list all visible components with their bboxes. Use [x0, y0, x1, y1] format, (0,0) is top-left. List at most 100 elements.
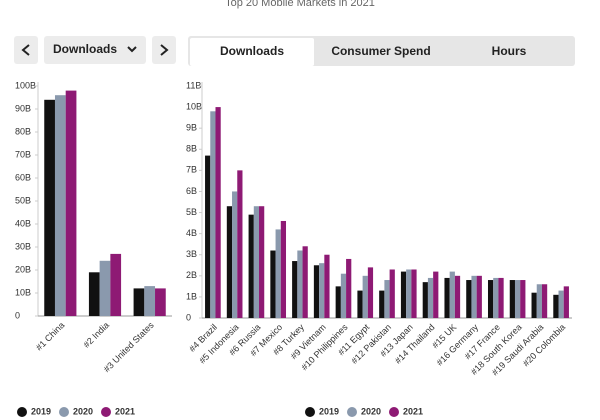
- bar: [449, 271, 455, 318]
- y-tick-label: 3B: [186, 249, 197, 259]
- bar: [280, 220, 287, 318]
- bar: [297, 250, 303, 318]
- bar: [99, 260, 111, 316]
- bar: [335, 286, 341, 318]
- dropdown-chevron: [127, 46, 137, 53]
- dropdown-label: Downloads: [53, 42, 117, 56]
- legend-label: 2019: [31, 406, 51, 416]
- bar: [466, 280, 472, 318]
- y-tick-label: 20B: [15, 264, 31, 274]
- bar: [471, 275, 477, 318]
- bar: [346, 258, 352, 318]
- legend-swatch: [101, 407, 111, 417]
- bar: [509, 280, 515, 318]
- bar: [44, 99, 55, 316]
- bar: [155, 288, 166, 316]
- metric-dropdown[interactable]: [44, 36, 146, 64]
- tab[interactable]: Consumer Spend: [331, 44, 430, 58]
- bar: [531, 292, 537, 318]
- bar: [558, 290, 564, 318]
- y-tick-label: 70B: [15, 149, 31, 159]
- bar: [215, 107, 221, 318]
- y-tick-label: 1B: [186, 291, 197, 301]
- bar: [563, 286, 569, 318]
- y-tick-label: 90B: [15, 103, 31, 113]
- bar: [379, 290, 385, 318]
- y-tick-label: 6B: [186, 186, 197, 196]
- y-tick-label: 30B: [15, 241, 31, 251]
- legend-label: 2021: [403, 406, 423, 416]
- legend-swatch: [389, 407, 399, 417]
- bar: [389, 269, 395, 318]
- page-title: Top 20 Mobile Markets in 2021: [225, 0, 375, 9]
- bar: [302, 246, 308, 318]
- bar: [520, 280, 526, 318]
- bar: [487, 280, 494, 318]
- bar: [362, 275, 368, 318]
- y-tick-label: 10B: [186, 101, 202, 111]
- legend-label: 2019: [319, 406, 339, 416]
- prev-button[interactable]: [14, 36, 38, 64]
- bar: [313, 265, 320, 318]
- y-tick-label: 11B: [186, 80, 201, 90]
- y-tick-label: 7B: [186, 165, 197, 175]
- y-tick-label: 0: [15, 310, 20, 320]
- bar: [357, 290, 363, 318]
- y-tick-label: 5B: [186, 207, 197, 217]
- x-tick-label: #1 China: [34, 320, 67, 353]
- bar: [406, 269, 412, 318]
- y-tick-label: 40B: [15, 218, 31, 228]
- bar: [553, 294, 559, 318]
- tab-selected[interactable]: [190, 38, 314, 66]
- bar: [232, 191, 238, 318]
- bar: [65, 90, 77, 316]
- bar: [498, 277, 504, 318]
- next-icon: [160, 44, 169, 56]
- bar: [427, 277, 434, 318]
- bar: [144, 286, 156, 316]
- tab[interactable]: Hours: [492, 44, 527, 58]
- legend-label: 2020: [73, 406, 93, 416]
- bar: [400, 271, 407, 318]
- bar: [253, 206, 260, 318]
- legend-label: 2021: [115, 406, 135, 416]
- bar: [88, 272, 100, 316]
- y-tick-label: 8B: [186, 144, 197, 154]
- bar: [248, 214, 254, 318]
- bar: [54, 95, 66, 316]
- bar: [411, 269, 417, 318]
- bar: [205, 155, 211, 318]
- bar: [275, 229, 281, 318]
- bar: [237, 170, 243, 318]
- bar: [493, 277, 499, 318]
- bar: [226, 206, 233, 318]
- y-tick-label: 0: [186, 312, 191, 322]
- bar: [324, 254, 330, 318]
- bar: [422, 282, 428, 318]
- y-tick-label: 4B: [186, 228, 197, 238]
- tab[interactable]: Downloads: [220, 44, 284, 58]
- legend-swatch: [59, 407, 69, 417]
- bar: [340, 273, 347, 318]
- bar: [541, 284, 548, 318]
- bar: [476, 275, 482, 318]
- bar: [210, 111, 216, 319]
- y-tick-label: 2B: [186, 270, 197, 280]
- y-tick-label: 9B: [186, 123, 197, 133]
- bar: [292, 261, 298, 318]
- legend-label: 2020: [361, 406, 381, 416]
- prev-icon: [21, 44, 30, 56]
- bar: [536, 284, 542, 318]
- bar: [433, 271, 439, 318]
- bar: [270, 250, 276, 318]
- y-tick-label: 80B: [15, 126, 31, 136]
- bar: [514, 280, 521, 318]
- bar: [384, 280, 390, 318]
- y-tick-label: 50B: [15, 195, 31, 205]
- next-button[interactable]: [152, 36, 176, 64]
- bar: [133, 288, 145, 316]
- x-tick-label: #2 India: [81, 320, 111, 350]
- bar: [259, 206, 265, 318]
- bar: [454, 275, 461, 318]
